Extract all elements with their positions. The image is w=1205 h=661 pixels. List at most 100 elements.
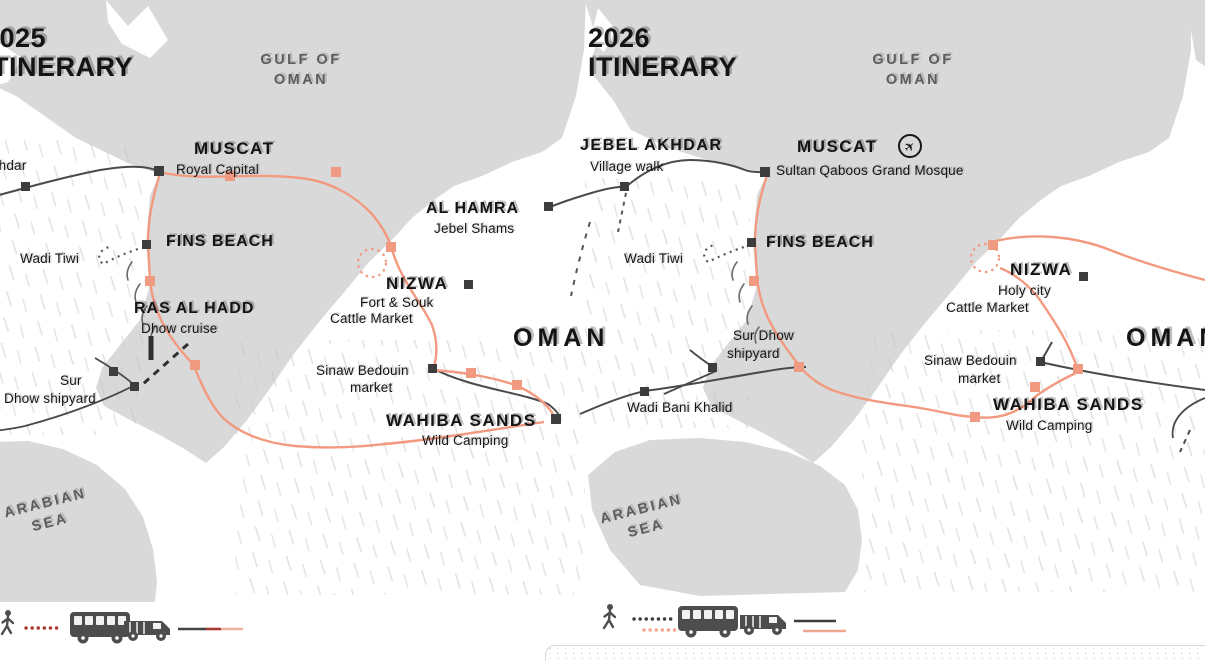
country-label-2026: OMAN: [1126, 324, 1205, 352]
stop-note-ras-al-hadd-2025: Dhow cruise: [141, 321, 218, 336]
route-2026-wadi-bani-khalid: [579, 366, 807, 415]
marker-2026-nizwa-south: [1073, 364, 1083, 374]
stop-note-nizwa-2026: Holy city: [998, 283, 1051, 298]
route-2026-nizwa-walk-loop: [969, 242, 1001, 274]
stop-label-sinaw-2025: Sinaw Bedouin: [316, 363, 409, 378]
stop-label-nizwa-2025: NIZWA: [386, 274, 449, 293]
map-title-2026: 2026 ITINERARY: [588, 24, 737, 81]
stop-markers-2026: [620, 167, 1088, 422]
stop-note-nizwa-2025: Fort & Souk: [360, 295, 434, 310]
route-2026-sinaw-east-bus: [1039, 361, 1205, 391]
safari-truck-icon: [123, 620, 171, 642]
stop-label-fins-beach-2026: FINS BEACH: [766, 234, 874, 251]
map-title-2025-word: ITINERARY: [0, 51, 134, 82]
stop-note-wahiba-2026: Wild Camping: [1006, 418, 1093, 433]
terrain-hatch-right-mountains: [585, 178, 750, 428]
stop-label-jebel-akhdar-2025: Jebel Akhdar: [0, 158, 27, 173]
marker-2025-coast-east: [225, 171, 235, 181]
gulf-of-oman-2025: [0, 0, 586, 463]
route-2026-wadi-tiwi-trail: [703, 243, 751, 264]
stop-label-muscat-2026: MUSCAT: [797, 137, 878, 156]
bus-icon: [70, 612, 130, 644]
stop-markers-2025: [21, 166, 561, 424]
route-2025-wadi-tiwi-trail: [98, 245, 145, 266]
marker-2026-fins-beach: [747, 238, 756, 247]
map-title-2026-word: ITINERARY: [588, 51, 738, 82]
marker-2025-nizwa-loop: [386, 242, 396, 252]
marker-2025-nizwa: [464, 280, 473, 289]
stop-note-al-hamra-2025: Jebel Shams: [434, 221, 515, 236]
safari-truck-icon: [739, 614, 787, 636]
coast-cliff-marks-2026: [731, 261, 760, 344]
bus-icon: [678, 606, 738, 638]
stop-note-jebel-akhdar-2026: Village walk: [590, 159, 664, 174]
stop-note-sur-2025: Dhow shipyard: [4, 391, 96, 406]
routes-2026: [570, 158, 1205, 453]
route-2025-al-hamra-link: [549, 198, 573, 208]
stop-label-wadi-bani-khalid-2026: Wadi Bani Khalid: [627, 400, 733, 415]
route-2026-edge-curve: [1171, 397, 1205, 439]
terrain-hatch-left-sands: [235, 340, 585, 595]
marker-2025-sinaw-east: [466, 368, 476, 378]
marker-2025-fins-south: [145, 276, 155, 286]
stop-label-ras-al-hadd-2025: RAS AL HADD: [134, 300, 255, 317]
stop-note-sur-2026: shipyard: [727, 346, 780, 361]
stop-label-wahiba-2026: WAHIBA SANDS: [993, 395, 1144, 414]
mountain-jag-2026: [590, 8, 616, 52]
route-2025-muscat-nizwa: [159, 170, 393, 247]
stop-label-wadi-tiwi-2026: Wadi Tiwi: [624, 251, 684, 266]
gulf-sliver-right-edge: [1191, 0, 1205, 67]
marker-2025-ras-al-hadd: [190, 360, 200, 370]
route-2025-dhow-cruise-dashed: [142, 342, 189, 386]
marker-2026-nizwa-loop: [988, 240, 998, 250]
route-2026-sinaw-tick: [1042, 341, 1053, 359]
marker-2026-wadi-bani-khalid: [640, 387, 649, 396]
marker-2026-sur-salmon: [794, 362, 804, 372]
marker-2025-al-hamra: [544, 202, 553, 211]
marker-2025-wahiba-west: [512, 380, 522, 390]
route-2026-hike-dashes-b: [570, 221, 591, 297]
stop-label-sinaw-2026: Sinaw Bedouin: [924, 353, 1017, 368]
stop-label-muscat-2025: MUSCAT: [194, 139, 275, 158]
stop-label-sur-2026: Sur Dhow: [733, 328, 794, 343]
route-2026-jebel-akhdar-hike-dashes: [617, 192, 627, 233]
route-2026-edge-dashes: [1179, 429, 1191, 453]
next-card-edge: [545, 645, 1205, 661]
route-2026-wahiba-nizwa: [999, 266, 1080, 371]
terrain-hatch-right-sands: [862, 330, 1205, 592]
marker-2025-sur-b: [130, 382, 139, 391]
mountain-jag-2025-b: [0, 43, 22, 85]
stop-note-sinaw-2025: market: [350, 380, 393, 395]
stop-label-sur-2025: Sur: [60, 373, 82, 388]
stop-note2-nizwa-2025: Cattle Market: [330, 311, 413, 326]
marker-2026-wahiba-west: [970, 412, 980, 422]
walking-person-icon: [602, 602, 617, 630]
route-2025-nizwa-sinaw: [389, 245, 438, 368]
stop-label-fins-beach-2025: FINS BEACH: [166, 233, 274, 250]
marker-2025-sinaw: [428, 364, 437, 373]
stop-label-wadi-tiwi-2025: Wadi Tiwi: [20, 251, 80, 266]
arabian-sea-2025: [0, 441, 157, 602]
marker-2025-sur-a: [109, 367, 118, 376]
walking-person-icon: [0, 608, 15, 636]
route-2026-jebel-akhdar-muscat: [571, 158, 766, 200]
stop-note-sinaw-2026: market: [958, 371, 1001, 386]
stop-label-wahiba-2025: WAHIBA SANDS: [386, 411, 537, 430]
gulf-of-oman-label-2026: GULF OF OMAN: [872, 52, 954, 89]
stop-note2-nizwa-2026: Cattle Market: [946, 300, 1029, 315]
marker-2026-muscat-south: [749, 276, 759, 286]
marker-2026-nizwa: [1079, 272, 1088, 281]
arabian-sea-2026: [588, 438, 862, 596]
map-title-2025-year: 2025: [0, 23, 47, 53]
legend-2025: [0, 608, 243, 644]
route-2025-drive-jebel-akhdar-muscat: [0, 165, 159, 196]
map-title-2025: 2025 ITINERARY: [0, 24, 133, 81]
stop-note-muscat-2025: Royal Capital: [176, 162, 259, 177]
marker-2025-wahiba: [551, 414, 561, 424]
route-2026-nizwa-east: [991, 235, 1205, 282]
gulf-of-oman-label-2025: GULF OF OMAN: [260, 52, 342, 89]
marker-2025-jebel-akhdar: [21, 182, 30, 191]
stop-label-jebel-akhdar-2026: JEBEL AKHDAR: [580, 137, 723, 154]
marker-2026-sur-dark: [708, 363, 717, 372]
